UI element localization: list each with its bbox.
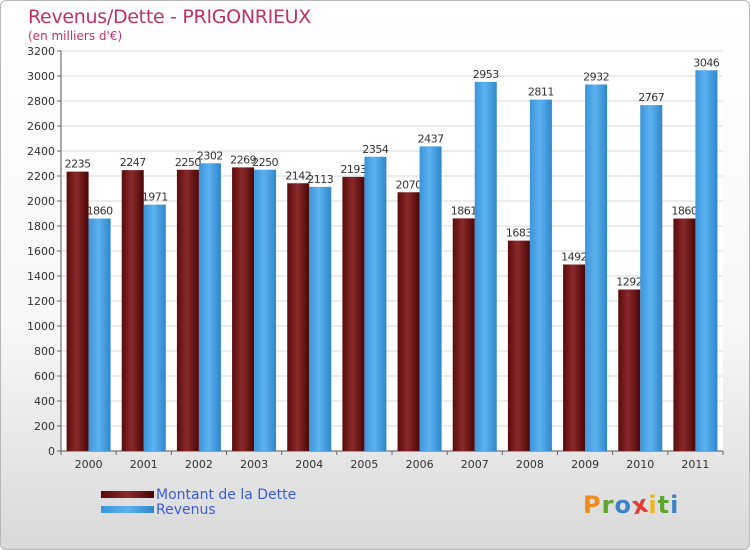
legend-swatch-debt [101, 491, 154, 498]
x-tick-label: 2005 [350, 458, 378, 471]
bar-revenue [529, 99, 552, 451]
legend-item-revenue: Revenus [101, 501, 296, 518]
bar-debt [507, 240, 530, 451]
legend: Montant de la Dette Revenus [101, 486, 297, 518]
data-label: 2235 [65, 158, 91, 171]
logo-letter: o [614, 491, 632, 519]
x-tick-label: 2000 [75, 458, 103, 471]
legend-label-debt: Montant de la Dette [156, 486, 297, 503]
y-tick-label: 2800 [27, 95, 55, 108]
x-tick-label: 2007 [461, 458, 489, 471]
data-label: 2247 [120, 156, 146, 169]
data-label: 2437 [418, 132, 444, 145]
legend-label-revenue: Revenus [156, 501, 216, 518]
bar-revenue [585, 84, 608, 451]
data-label: 1292 [616, 276, 642, 289]
data-label: 1971 [142, 191, 168, 204]
data-label: 2250 [175, 156, 201, 169]
y-tick-label: 3000 [27, 70, 55, 83]
bar-debt [121, 170, 144, 451]
y-tick-label: 1000 [27, 320, 55, 333]
x-tick-label: 2009 [571, 458, 599, 471]
bar-revenue [198, 163, 221, 451]
y-tick-label: 600 [34, 370, 55, 383]
x-tick-label: 2002 [185, 458, 213, 471]
data-label: 2250 [252, 156, 278, 169]
logo-letter: P [583, 491, 602, 519]
y-tick-label: 2200 [27, 170, 55, 183]
data-label: 3046 [693, 56, 719, 69]
bar-debt [673, 218, 696, 451]
data-label: 1492 [561, 251, 587, 264]
x-tick-label: 2001 [130, 458, 158, 471]
data-label: 2113 [307, 173, 333, 186]
bar-debt [176, 169, 199, 451]
bar-revenue [474, 81, 497, 451]
data-label: 2767 [638, 91, 664, 104]
bar-debt [618, 289, 641, 451]
y-tick-label: 800 [34, 345, 55, 358]
bar-debt [287, 183, 310, 451]
bar-debt [563, 264, 586, 451]
y-tick-label: 1200 [27, 295, 55, 308]
y-tick-label: 2600 [27, 120, 55, 133]
bar-revenue [640, 105, 663, 451]
data-label: 2142 [285, 169, 311, 182]
data-label: 2302 [197, 149, 223, 162]
bar-revenue [419, 146, 442, 451]
legend-swatch-revenue [101, 506, 154, 513]
data-label: 2953 [473, 68, 499, 81]
y-tick-label: 2400 [27, 145, 55, 158]
y-tick-label: 3200 [27, 45, 55, 58]
y-tick-label: 400 [34, 395, 55, 408]
x-tick-label: 2004 [295, 458, 323, 471]
chart-title: Revenus/Dette - PRIGONRIEUX [28, 6, 311, 28]
y-tick-label: 1800 [27, 220, 55, 233]
y-tick-label: 1400 [27, 270, 55, 283]
bar-debt [342, 176, 365, 451]
x-tick-label: 2003 [240, 458, 268, 471]
bar-debt [452, 218, 475, 451]
logo-letter: r [601, 491, 615, 519]
logo-letter: t [657, 491, 671, 519]
bar-debt [66, 171, 89, 451]
logo-letter: i [670, 491, 680, 519]
data-label: 2354 [362, 143, 388, 156]
bar-revenue [364, 156, 387, 451]
x-tick-label: 2006 [406, 458, 434, 471]
y-tick-label: 2000 [27, 195, 55, 208]
x-tick-label: 2010 [626, 458, 654, 471]
data-label: 1860 [671, 205, 697, 218]
bar-revenue [88, 218, 111, 451]
data-label: 2070 [396, 178, 422, 191]
data-label: 2932 [583, 71, 609, 84]
data-label: 2269 [230, 153, 256, 166]
y-tick-label: 200 [34, 420, 55, 433]
bar-debt [232, 167, 255, 451]
y-tick-label: 1600 [27, 245, 55, 258]
data-label: 1683 [506, 227, 532, 240]
chart-subtitle: (en milliers d'€) [28, 29, 123, 43]
bar-revenue [309, 186, 332, 451]
bar-revenue [695, 70, 718, 451]
x-tick-label: 2008 [516, 458, 544, 471]
legend-item-debt: Montant de la Dette [101, 486, 297, 503]
bar-revenue [254, 169, 277, 451]
x-tick-label: 2011 [681, 458, 709, 471]
data-label: 2811 [528, 86, 554, 99]
y-tick-label: 0 [48, 445, 55, 458]
proxiti-logo: Proxiti [583, 490, 680, 521]
data-label: 2193 [340, 163, 366, 176]
logo-letter: i [648, 491, 658, 519]
data-label: 1861 [451, 204, 477, 217]
data-label: 1860 [87, 205, 113, 218]
bar-revenue [143, 204, 166, 451]
bar-debt [397, 192, 420, 451]
